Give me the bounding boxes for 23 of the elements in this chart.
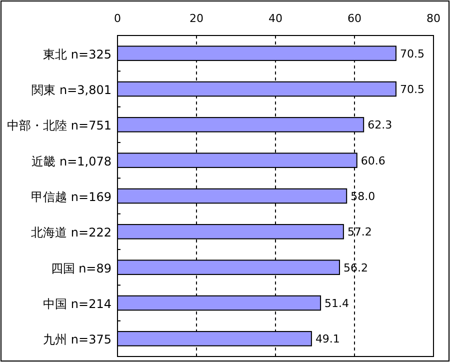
data-label: 49.1 xyxy=(315,332,340,346)
x-tick-label: 20 xyxy=(190,12,204,25)
data-label: 70.5 xyxy=(400,47,424,60)
y-tick-label: 甲信越 n=169 xyxy=(31,190,112,204)
y-tick-label: 中国 n=214 xyxy=(43,297,112,311)
data-label: 62.3 xyxy=(368,118,392,132)
y-tick-label: 北海道 n=222 xyxy=(31,226,112,240)
data-label: 57.2 xyxy=(347,226,372,239)
data-label: 56.2 xyxy=(343,261,368,274)
y-tick-label: 近畿 n=1,078 xyxy=(32,154,112,168)
x-tick-label: 60 xyxy=(348,12,362,25)
y-tick-label: 東北 n=325 xyxy=(43,47,112,62)
x-tick-label: 0 xyxy=(114,12,121,25)
y-tick-label: 九州 n=375 xyxy=(43,332,112,347)
data-label: 58.0 xyxy=(350,190,376,203)
data-label: 60.6 xyxy=(360,154,386,168)
y-tick-label: 関東 n=3,801 xyxy=(32,83,112,97)
data-label: 70.5 xyxy=(400,83,424,96)
data-label: 51.4 xyxy=(324,297,350,310)
y-tick-label: 中部・北陸 n=751 xyxy=(7,118,112,133)
x-tick-label: 40 xyxy=(268,12,282,25)
y-tick-label: 四国 n=89 xyxy=(50,261,112,276)
x-tick-label: 80 xyxy=(426,12,440,25)
